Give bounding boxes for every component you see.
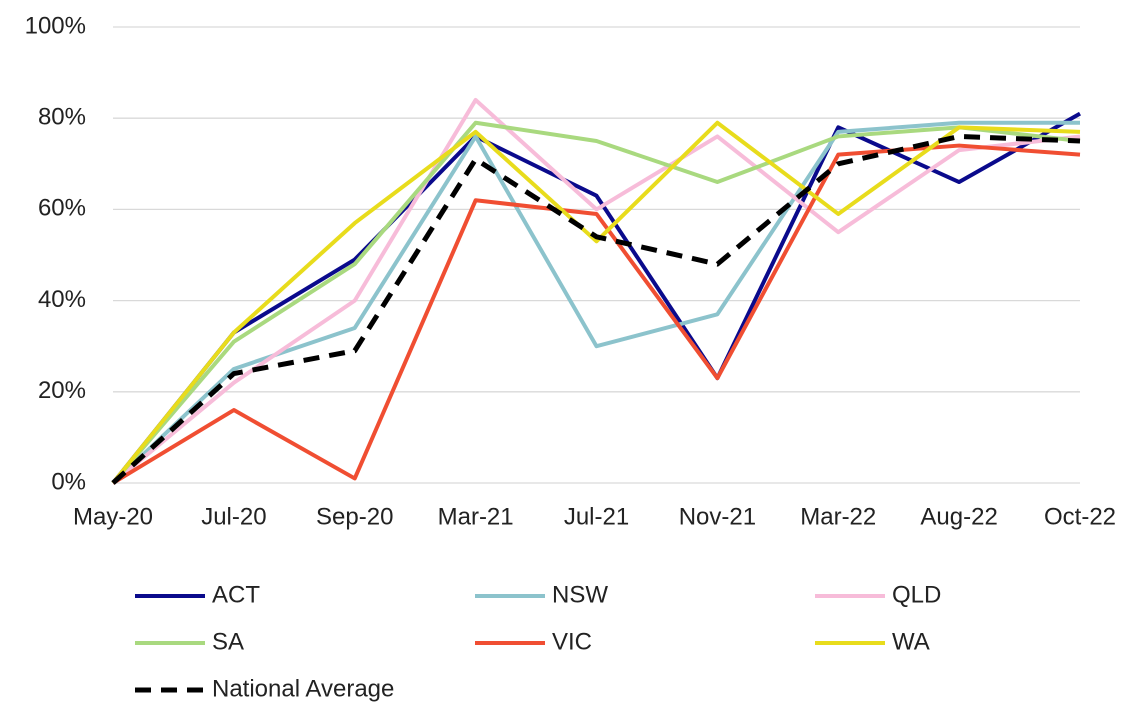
y-tick-label: 40% [38,286,86,313]
x-tick-label: Oct-22 [1044,503,1116,530]
series-line [111,143,1081,485]
x-tick-label: Mar-21 [438,503,514,530]
x-tick-label: Aug-22 [920,503,997,530]
x-tick-label: May-20 [73,503,153,530]
series-line [111,111,1081,485]
legend-label: SA [212,628,244,655]
legend-label: WA [892,628,930,655]
x-tick-label: Sep-20 [316,503,393,530]
legend-label: National Average [212,675,394,702]
y-tick-label: 100% [25,12,86,39]
x-tick-label: Jul-21 [564,503,629,530]
y-tick-label: 20% [38,377,86,404]
y-tick-label: 0% [51,468,86,495]
series-line [111,120,1080,485]
legend-label: VIC [552,628,592,655]
series-line [111,97,1081,485]
x-tick-label: Nov-21 [679,503,756,530]
y-tick-label: 60% [38,195,86,222]
series-line [111,133,1081,485]
legend-label: NSW [552,581,608,608]
x-tick-label: Mar-22 [800,503,876,530]
series-line [111,120,1081,485]
legend-label: QLD [892,581,941,608]
legend-label: ACT [212,581,260,608]
y-tick-label: 80% [38,104,86,131]
series-line [111,120,1081,485]
x-tick-label: Jul-20 [201,503,266,530]
